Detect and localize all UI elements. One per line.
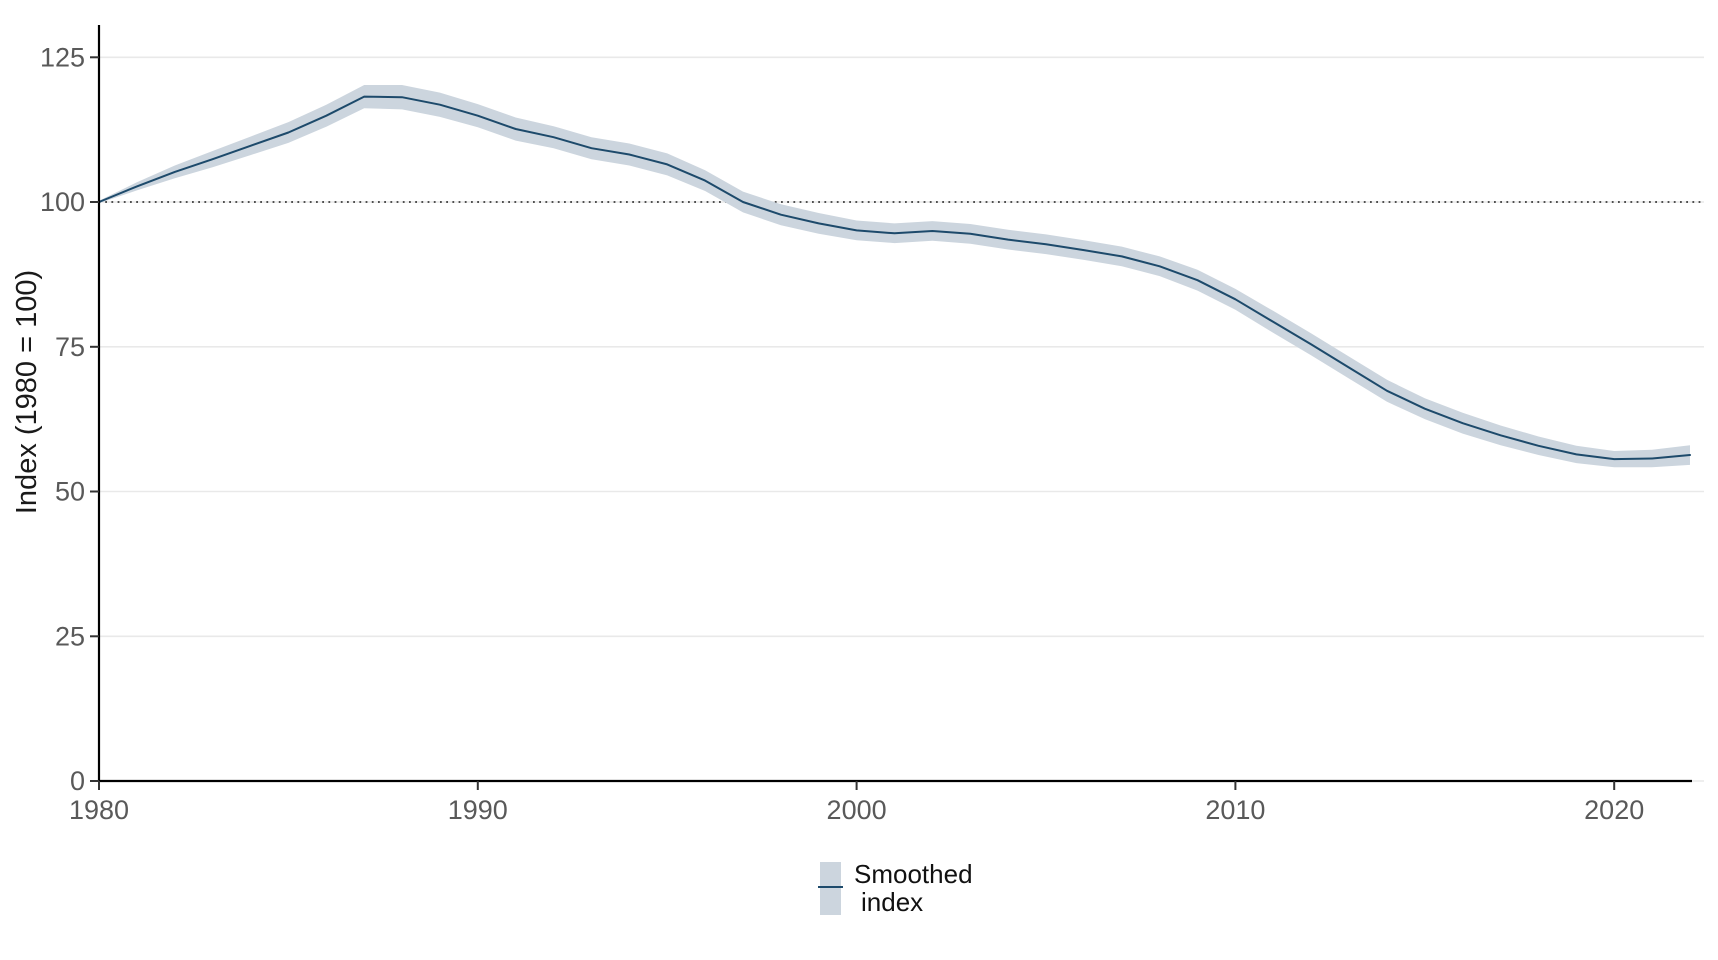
axis-ticks (90, 56, 1616, 790)
y-axis-title: Index (1980 = 100) (11, 270, 43, 514)
x-tick-label-2000: 2000 (827, 795, 887, 825)
y-tick-label-25: 25 (55, 621, 85, 651)
y-tick-label-50: 50 (55, 477, 85, 507)
confidence-band-group (99, 85, 1690, 468)
legend-band-swatch (820, 861, 841, 915)
trend-line-group (98, 95, 1691, 461)
y-tick-label-100: 100 (40, 187, 85, 217)
y-tick-label-125: 125 (40, 42, 85, 72)
x-tick-label-2020: 2020 (1584, 795, 1644, 825)
y-tick-label-0: 0 (70, 766, 85, 796)
legend-key (818, 861, 843, 915)
legend-line-swatch (818, 885, 843, 888)
legend: Smoothed index (818, 860, 973, 916)
x-tick-label-1980: 1980 (69, 795, 129, 825)
x-tick-label-2010: 2010 (1205, 795, 1265, 825)
legend-label-line2: index (861, 887, 924, 917)
legend-label: Smoothed index (854, 860, 973, 916)
confidence-band (99, 85, 1690, 468)
x-tick-label-1990: 1990 (448, 795, 508, 825)
legend-label-line1: Smoothed (854, 859, 973, 889)
trend-line (98, 95, 1691, 461)
y-tick-label-75: 75 (55, 332, 85, 362)
axes (97, 25, 1692, 783)
axis-tick-labels: 1980 1990 2000 2010 2020 0 25 50 75 100 125 (40, 42, 1644, 825)
